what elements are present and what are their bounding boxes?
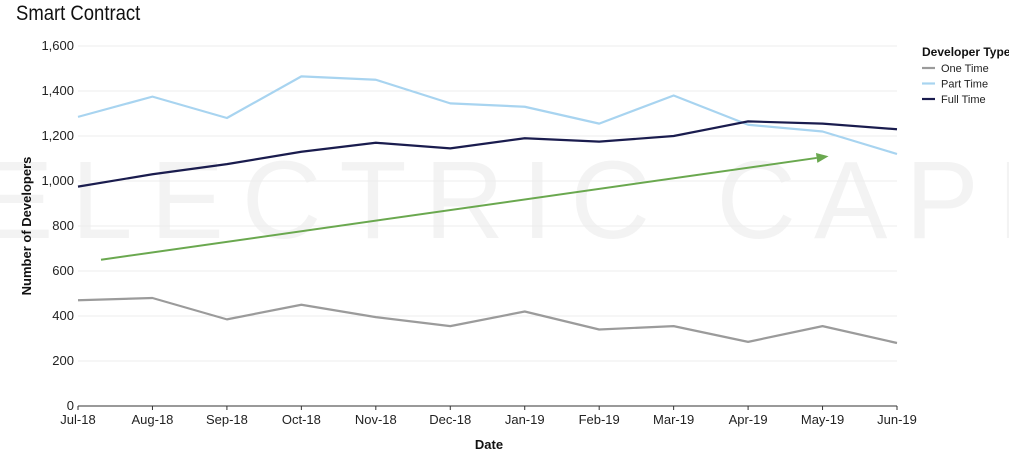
y-tick-label: 800 — [52, 218, 74, 233]
trend-arrow-line — [100, 156, 817, 261]
x-tick-label: Mar-19 — [653, 412, 694, 427]
y-tick-label: 1,200 — [41, 128, 74, 143]
x-tick-label: Jan-19 — [505, 412, 545, 427]
x-tick-label: Jun-19 — [877, 412, 917, 427]
series-line-one-time — [77, 296, 898, 345]
y-tick-label: 1,600 — [41, 38, 74, 53]
x-tick-label: Dec-18 — [429, 412, 471, 427]
x-tick-label: Nov-18 — [355, 412, 397, 427]
legend-title: Developer Type — [922, 45, 1009, 59]
x-axis-title: Date — [475, 437, 503, 452]
x-tick-label: Apr-19 — [729, 412, 768, 427]
x-tick-label: Aug-18 — [131, 412, 173, 427]
x-tick-label: Sep-18 — [206, 412, 248, 427]
chart-title: Smart Contract — [16, 2, 141, 25]
legend-label: Full Time — [941, 94, 986, 106]
y-tick-label: 400 — [52, 308, 74, 323]
x-axis-ticks: Jul-18 Aug-18 Sep-18 Oct-18 Nov-18 Dec-18 Jan-… — [60, 406, 917, 427]
watermark: ELECTRIC CAPITAL — [0, 139, 1009, 262]
x-tick-label: Oct-18 — [282, 412, 321, 427]
series-lines — [77, 75, 898, 345]
x-tick-label: May-19 — [801, 412, 844, 427]
gridlines — [78, 45, 897, 362]
y-axis-ticks: 0 200 400 600 800 1,000 1,200 1,400 1,600 — [41, 38, 74, 413]
legend: Developer Type One Time Part Time Full Tim… — [922, 45, 1009, 106]
y-axis-title: Number of Developers — [19, 157, 34, 296]
x-tick-label: Jul-18 — [60, 412, 95, 427]
y-tick-label: 0 — [67, 398, 74, 413]
x-tick-label: Feb-19 — [579, 412, 620, 427]
trend-arrow-head — [815, 152, 829, 163]
legend-label: Part Time — [941, 79, 988, 91]
legend-label: One Time — [941, 63, 989, 75]
y-tick-label: 1,000 — [41, 173, 74, 188]
y-tick-label: 600 — [52, 263, 74, 278]
series-line-part-time — [77, 75, 898, 156]
series-line-full-time — [77, 120, 898, 188]
trend-arrow — [100, 152, 829, 261]
y-tick-label: 200 — [52, 353, 74, 368]
y-tick-label: 1,400 — [41, 83, 74, 98]
